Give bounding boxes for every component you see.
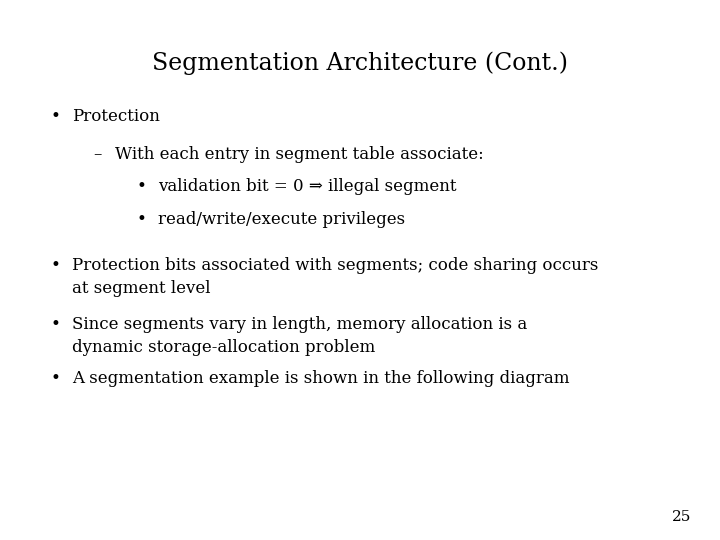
Text: •: • [50, 316, 60, 333]
Text: Segmentation Architecture (Cont.): Segmentation Architecture (Cont.) [152, 51, 568, 75]
Text: 25: 25 [672, 510, 691, 524]
Text: validation bit = 0 ⇒ illegal segment: validation bit = 0 ⇒ illegal segment [158, 178, 457, 195]
Text: •: • [137, 178, 147, 195]
Text: •: • [137, 211, 147, 227]
Text: •: • [50, 256, 60, 273]
Text: Protection: Protection [72, 108, 160, 125]
Text: –: – [94, 146, 102, 163]
Text: Since segments vary in length, memory allocation is a
dynamic storage-allocation: Since segments vary in length, memory al… [72, 316, 527, 356]
Text: •: • [50, 108, 60, 125]
Text: A segmentation example is shown in the following diagram: A segmentation example is shown in the f… [72, 370, 570, 387]
Text: •: • [50, 370, 60, 387]
Text: With each entry in segment table associate:: With each entry in segment table associa… [115, 146, 484, 163]
Text: read/write/execute privileges: read/write/execute privileges [158, 211, 405, 227]
Text: Protection bits associated with segments; code sharing occurs
at segment level: Protection bits associated with segments… [72, 256, 598, 297]
